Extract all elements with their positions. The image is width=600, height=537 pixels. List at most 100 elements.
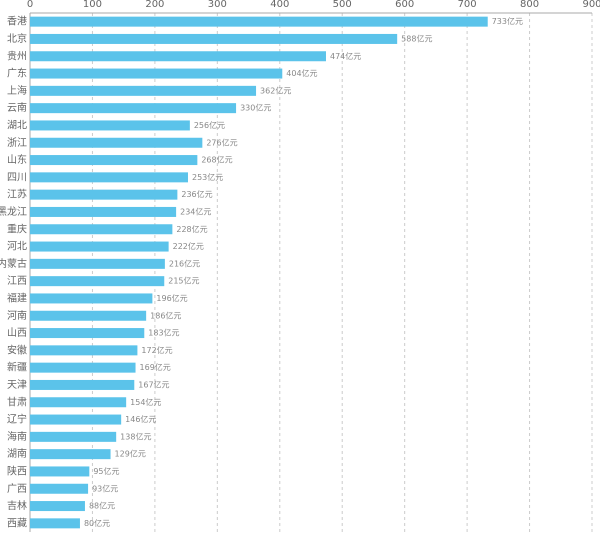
bar xyxy=(30,258,165,269)
x-tick-label: 0 xyxy=(27,0,33,10)
value-label: 186亿元 xyxy=(150,310,181,320)
x-tick-label: 200 xyxy=(145,0,164,10)
bar xyxy=(30,189,178,200)
y-tick-label: 陕西 xyxy=(7,464,27,477)
value-label: 196亿元 xyxy=(156,293,187,303)
bar xyxy=(30,397,127,408)
x-tick-label: 800 xyxy=(520,0,539,10)
y-tick-label: 黑龙江 xyxy=(0,205,27,218)
y-tick-label: 重庆 xyxy=(7,222,27,235)
y-tick-label: 云南 xyxy=(7,101,27,114)
y-tick-label: 浙江 xyxy=(7,137,27,149)
value-label: 474亿元 xyxy=(330,51,361,61)
value-label: 588亿元 xyxy=(401,33,432,43)
bar xyxy=(30,328,145,339)
bar xyxy=(30,206,177,217)
y-tick-label: 安徽 xyxy=(7,343,27,356)
bar xyxy=(30,51,326,62)
value-label: 268亿元 xyxy=(201,155,232,165)
value-label: 138亿元 xyxy=(120,431,151,441)
bar xyxy=(30,137,203,148)
y-tick-label: 香港 xyxy=(7,16,27,28)
y-tick-label: 河北 xyxy=(7,241,27,253)
y-tick-label: 江西 xyxy=(7,275,27,287)
y-tick-label: 广东 xyxy=(7,67,27,80)
bar xyxy=(30,276,165,287)
y-tick-label: 北京 xyxy=(7,32,27,45)
bar xyxy=(30,414,122,425)
value-label: 330亿元 xyxy=(240,103,271,113)
value-label: 93亿元 xyxy=(92,483,118,493)
value-label: 236亿元 xyxy=(181,189,212,199)
value-label: 404亿元 xyxy=(286,68,317,78)
value-label: 88亿元 xyxy=(89,501,115,511)
y-tick-label: 湖北 xyxy=(7,119,27,131)
value-label: 183亿元 xyxy=(148,328,179,338)
x-tick-label: 400 xyxy=(270,0,289,10)
x-tick-label: 500 xyxy=(333,0,352,10)
y-tick-label: 广西 xyxy=(7,483,27,495)
y-tick-label: 山东 xyxy=(7,153,27,166)
y-tick-label: 河南 xyxy=(7,309,27,322)
bar xyxy=(30,120,190,131)
value-label: 172亿元 xyxy=(141,345,172,355)
value-label: 80亿元 xyxy=(84,518,110,528)
bar xyxy=(30,293,153,304)
x-tick-label: 600 xyxy=(395,0,414,10)
bar xyxy=(30,431,117,442)
bar xyxy=(30,241,169,252)
bar xyxy=(30,449,111,460)
bar xyxy=(30,16,488,27)
value-label: 222亿元 xyxy=(173,241,204,251)
y-tick-label: 新疆 xyxy=(7,361,27,374)
value-label: 228亿元 xyxy=(176,224,207,234)
y-tick-label: 吉林 xyxy=(7,499,27,512)
bar xyxy=(30,379,135,390)
y-tick-label: 甘肃 xyxy=(7,395,27,408)
value-label: 215亿元 xyxy=(168,276,199,286)
value-label: 733亿元 xyxy=(492,16,523,26)
bar xyxy=(30,85,257,96)
value-label: 216亿元 xyxy=(169,258,200,268)
bar xyxy=(30,68,283,79)
y-tick-label: 上海 xyxy=(7,84,27,97)
y-tick-label: 湖南 xyxy=(7,447,27,460)
bar xyxy=(30,103,237,114)
bar xyxy=(30,33,398,44)
bar xyxy=(30,345,138,356)
value-label: 154亿元 xyxy=(130,397,161,407)
bar xyxy=(30,518,80,529)
x-tick-label: 700 xyxy=(458,0,477,10)
y-tick-label: 福建 xyxy=(7,291,27,304)
y-tick-label: 贵州 xyxy=(7,49,27,62)
bar xyxy=(30,501,85,512)
value-label: 95亿元 xyxy=(93,466,119,476)
y-tick-label: 天津 xyxy=(7,379,27,391)
value-label: 253亿元 xyxy=(192,172,223,182)
y-tick-label: 内蒙古 xyxy=(0,257,27,270)
x-tick-label: 300 xyxy=(208,0,227,10)
x-tick-label: 100 xyxy=(83,0,102,10)
y-tick-label: 四川 xyxy=(7,172,27,183)
y-tick-label: 海南 xyxy=(7,430,27,443)
bar xyxy=(30,224,173,235)
bar xyxy=(30,172,188,183)
x-tick-label: 900 xyxy=(582,0,600,10)
bar xyxy=(30,483,89,494)
value-label: 167亿元 xyxy=(138,379,169,389)
y-tick-label: 西藏 xyxy=(7,517,27,529)
value-label: 256亿元 xyxy=(194,120,225,130)
bar xyxy=(30,310,147,321)
value-label: 362亿元 xyxy=(260,85,291,95)
bar xyxy=(30,466,90,477)
value-label: 234亿元 xyxy=(180,206,211,216)
y-tick-label: 山西 xyxy=(7,327,27,339)
value-label: 129亿元 xyxy=(115,449,146,459)
bar xyxy=(30,362,136,373)
y-tick-label: 辽宁 xyxy=(7,413,27,426)
value-label: 146亿元 xyxy=(125,414,156,424)
y-tick-label: 江苏 xyxy=(7,188,27,201)
bar xyxy=(30,155,198,166)
value-label: 276亿元 xyxy=(206,137,237,147)
